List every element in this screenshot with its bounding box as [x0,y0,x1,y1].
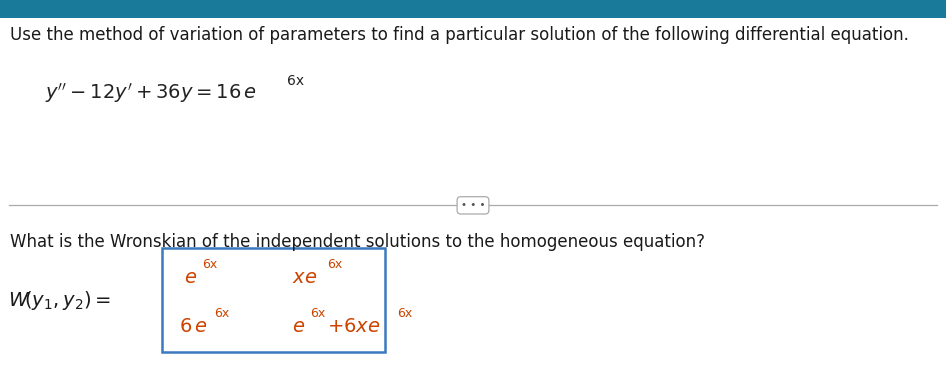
Text: $y'' - 12y' + 36y = 16\,e$: $y'' - 12y' + 36y = 16\,e$ [45,81,256,105]
Text: $e$: $e$ [184,268,197,287]
Text: 6x: 6x [202,258,218,271]
Text: 6x: 6x [327,258,342,271]
Text: $W\!\left(y_1,y_2\right) =$: $W\!\left(y_1,y_2\right) =$ [8,289,111,312]
Text: $+ 6xe$: $+ 6xe$ [327,317,380,336]
Bar [0,0,946,18]
Text: $6\,e$: $6\,e$ [179,317,208,336]
Text: Use the method of variation of parameters to find a particular solution of the f: Use the method of variation of parameter… [10,26,909,44]
Bar [162,248,385,352]
Text: 6x: 6x [397,307,412,320]
Text: 6x: 6x [310,307,325,320]
Text: 6x: 6x [287,74,304,88]
Text: $e$: $e$ [292,317,306,336]
Text: $xe$: $xe$ [292,268,317,287]
Text: 6x: 6x [214,307,229,320]
Text: • • •: • • • [461,200,485,211]
Text: What is the Wronskian of the independent solutions to the homogeneous equation?: What is the Wronskian of the independent… [10,233,705,251]
